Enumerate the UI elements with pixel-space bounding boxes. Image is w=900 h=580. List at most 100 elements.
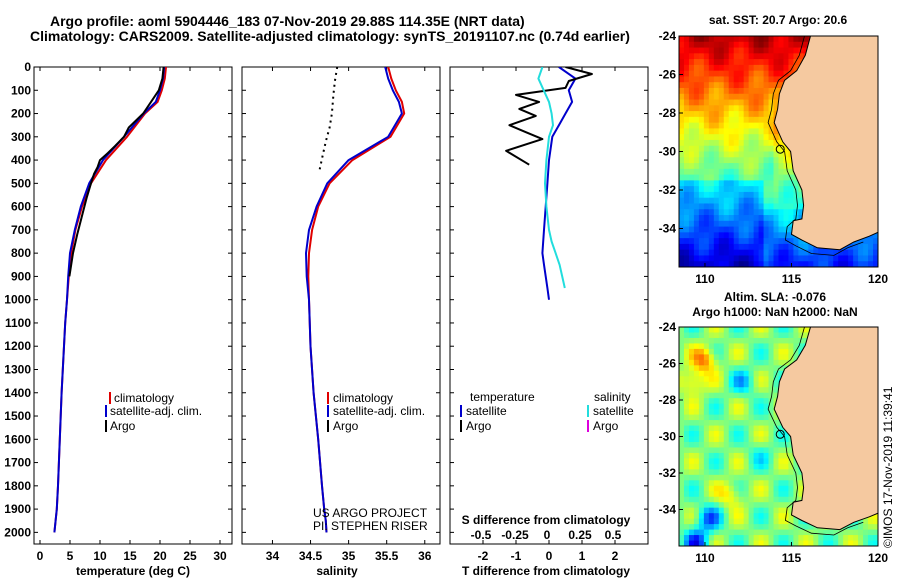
map-cell [683,209,690,216]
map-cell [773,359,780,366]
map-cell [753,93,760,101]
map-cell [698,469,705,476]
map-cell [788,157,795,164]
map-cell [758,255,765,262]
map-cell [763,197,770,205]
map-cell [748,255,755,262]
map-cell [728,191,735,199]
map-cell [743,41,750,49]
map-cell [778,163,785,170]
map-cell [748,139,755,147]
difference-xlabel: T difference from climatology [462,564,630,578]
map-cell [773,354,780,361]
map-cell [728,70,735,78]
map-cell [783,238,790,245]
map-cell [683,431,690,438]
map-cell [778,232,785,239]
map-cell [748,215,755,222]
map-cell [753,337,760,345]
map-cell [693,463,700,470]
map-cell [783,337,790,345]
map-cell [718,261,725,267]
map-cell [723,203,730,210]
map-cell [688,414,695,421]
map-cell [738,513,745,520]
map-cell [713,93,720,101]
map-cell [753,529,760,536]
map-cell [743,174,750,181]
map-cell [679,111,685,118]
map-cell [679,191,685,199]
map-cell [738,337,745,345]
map-cell [738,343,745,350]
map-cell [733,59,740,66]
map-cell [679,425,685,432]
map-cell [688,174,695,181]
pressure-tick-label: 0 [24,60,31,74]
map-cell [793,64,799,72]
map-cell [753,518,760,525]
map-cell [808,243,814,251]
map-cell [743,529,750,536]
map-cell [763,535,770,542]
map-cell [758,180,765,187]
map-cell [738,420,745,427]
map-cell [713,507,720,514]
map-cell [698,337,705,345]
map-cell [728,337,735,345]
map-cell [698,134,705,141]
legend-argo-label: Argo [333,419,359,433]
map-cell [698,387,705,394]
map-cell [723,36,730,43]
map-cell [763,365,770,372]
map-cell [679,348,685,355]
map-cell [698,128,705,135]
map-cell [858,249,864,257]
map-cell [753,249,760,257]
map-cell [728,403,735,410]
map-cell [698,64,705,72]
map-cell [679,376,685,383]
map-cell [823,529,829,536]
map-cell [763,381,770,388]
map-cell [708,87,715,95]
map-cell [848,249,854,257]
map-cell [698,452,705,459]
map-cell [788,209,795,216]
map-cell [758,111,765,118]
map-cell [748,491,755,498]
map-cell [683,365,690,372]
map-cell [773,186,780,193]
map-cell [753,36,760,43]
pressure-tick-label: 2000 [4,525,31,539]
map-cell [743,409,750,416]
map-cell [698,474,705,481]
map-cell [693,381,700,388]
map-cell [743,255,750,262]
map-cell [708,458,715,465]
map-cell [778,186,785,193]
map-cell [713,480,720,487]
map-cell [703,122,710,130]
map-cell [753,47,760,54]
map-cell [753,420,760,427]
temperature-lines [53,67,167,533]
map-cell [753,59,760,66]
map-cell [683,458,690,465]
map-cell [773,99,780,106]
map-cell [723,403,730,410]
map-cell [679,47,685,54]
map-cell [728,343,735,350]
sla-map-title-1: Altim. SLA: -0.076 [724,290,826,304]
map-cell [743,387,750,394]
map-cell [783,535,790,542]
map-cell [698,41,705,49]
map-cell [693,343,700,350]
map-cell [778,469,785,476]
map-cell [698,332,705,339]
map-cell [758,41,765,49]
map-cell [848,261,854,267]
map-cell [773,59,780,66]
map-cell [718,463,725,470]
map-cell [788,332,795,339]
